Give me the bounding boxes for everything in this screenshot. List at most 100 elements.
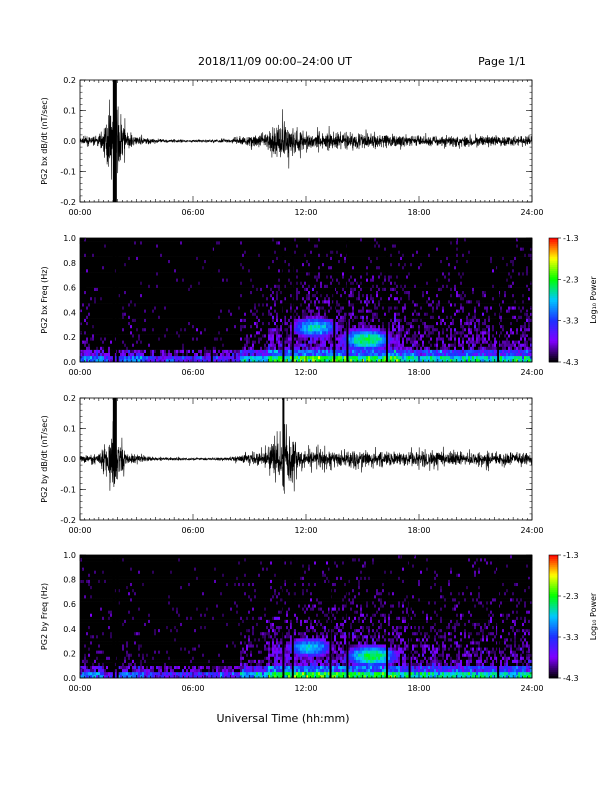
- spectrogram-cell: [236, 321, 239, 326]
- spectrogram-cell: [84, 241, 87, 245]
- spectrogram-cell: [90, 296, 93, 301]
- spectrogram-cell: [184, 244, 187, 248]
- spectrogram-cell: [250, 244, 253, 248]
- spectrogram-cell: [126, 346, 129, 350]
- spectrogram-cell: [118, 309, 121, 313]
- spectrogram-cell: [240, 352, 243, 357]
- spectrogram-cell: [254, 250, 257, 254]
- spectrogram-cell: [222, 275, 225, 279]
- spectrogram-cell: [108, 337, 111, 341]
- spectrogram-cell: [278, 358, 281, 363]
- spectrogram-cell: [132, 272, 135, 276]
- spectrogram-cell: [248, 247, 251, 251]
- spectrogram-cell: [178, 346, 181, 350]
- spectrogram-cell: [188, 327, 191, 332]
- spectrogram-cell: [184, 278, 187, 282]
- spectrogram-cell: [102, 346, 105, 350]
- spectrogram-cell: [312, 352, 315, 357]
- spectrogram-cell: [268, 318, 271, 322]
- spectrogram-cell: [302, 247, 305, 251]
- spectrogram-cell: [92, 349, 95, 353]
- spectrogram-cell: [230, 331, 233, 335]
- spectrogram-cell: [206, 321, 209, 326]
- spectrogram-cell: [166, 327, 169, 332]
- spectrogram-cell: [148, 293, 151, 298]
- spectrogram-cell: [108, 269, 111, 273]
- spectrogram-cell: [96, 241, 99, 245]
- spectrogram-cell: [108, 296, 111, 301]
- spectrogram-cell: [276, 241, 279, 245]
- spectrogram-cell: [268, 309, 271, 313]
- spectrogram-cell: [96, 284, 99, 288]
- spectrogram-cell: [110, 303, 113, 307]
- spectrogram-cell: [244, 324, 247, 329]
- spectrogram-cell: [148, 349, 151, 353]
- spectrogram-cell: [296, 281, 299, 285]
- spectrogram-cell: [174, 293, 177, 298]
- spectrogram-cell: [174, 334, 177, 338]
- spectrogram-cell: [268, 334, 271, 338]
- spectrogram-cell: [172, 346, 175, 350]
- spectrogram-cell: [248, 346, 251, 350]
- spectrogram-cell: [104, 346, 107, 350]
- spectrogram-cell: [218, 293, 221, 298]
- spectrogram-cell: [182, 321, 185, 326]
- spectrogram-cell: [146, 275, 149, 279]
- spectrogram-cell: [118, 250, 121, 254]
- spectrogram-cell: [200, 238, 203, 242]
- spectrogram-cell: [154, 293, 157, 298]
- spectrogram-cell: [80, 312, 83, 316]
- spectrogram-cell: [152, 293, 155, 298]
- spectrogram-cell: [114, 306, 117, 310]
- spectrogram-cell: [98, 300, 101, 304]
- spectrogram-cell: [180, 284, 183, 288]
- spectrogram-cell: [310, 337, 313, 341]
- spectrogram-cell: [256, 259, 259, 264]
- spectrogram-cell: [146, 250, 149, 254]
- spectrogram-cell: [88, 352, 91, 357]
- spectrogram-cell: [96, 303, 99, 307]
- spectrogram-cell: [244, 281, 247, 285]
- spectrogram-cell: [220, 250, 223, 254]
- spectrogram-cell: [154, 281, 157, 285]
- spectrogram-cell: [224, 244, 227, 248]
- spectrogram-cell: [220, 318, 223, 322]
- spectrogram-cell: [80, 349, 83, 353]
- spectrogram-cell: [296, 306, 299, 310]
- spectrogram-cell: [132, 331, 135, 335]
- spectrogram-cell: [200, 349, 203, 353]
- spectrogram-cell: [140, 349, 143, 353]
- spectrogram-cell: [198, 352, 201, 357]
- spectrogram-cell: [134, 321, 137, 326]
- spectrogram-cell: [158, 281, 161, 285]
- spectrogram-cell: [306, 256, 309, 260]
- spectrogram-cell: [134, 238, 137, 242]
- spectrogram-cell: [244, 337, 247, 341]
- spectrogram-cell: [218, 247, 221, 251]
- spectrogram-cell: [308, 327, 311, 332]
- spectrogram-cell: [244, 352, 247, 357]
- spectrogram-cell: [288, 315, 291, 319]
- spectrogram-cell: [136, 358, 139, 363]
- spectrogram-cell: [228, 306, 231, 310]
- spectrogram-cell: [160, 290, 163, 295]
- spectrogram-cell: [272, 327, 275, 332]
- spectrogram-cell: [298, 346, 301, 350]
- spectrogram-cell: [254, 265, 257, 270]
- spectrogram-cell: [270, 340, 273, 344]
- spectrogram-cell: [100, 303, 103, 307]
- spectrogram-cell: [246, 238, 249, 242]
- spectrogram-cell: [286, 306, 289, 310]
- spectrogram-cell: [268, 349, 271, 353]
- spectrogram-cell: [272, 259, 275, 264]
- spectrogram-cell: [120, 259, 123, 264]
- spectrogram-cell: [304, 355, 307, 360]
- spectrogram-cell: [148, 346, 151, 350]
- spectrogram-cell: [202, 346, 205, 350]
- spectrogram-cell: [268, 343, 271, 347]
- spectrogram-cell: [154, 312, 157, 316]
- spectrogram-cell: [82, 300, 85, 304]
- spectrogram-cell: [284, 241, 287, 245]
- spectrogram-cell: [286, 303, 289, 307]
- spectrogram-cell: [276, 312, 279, 316]
